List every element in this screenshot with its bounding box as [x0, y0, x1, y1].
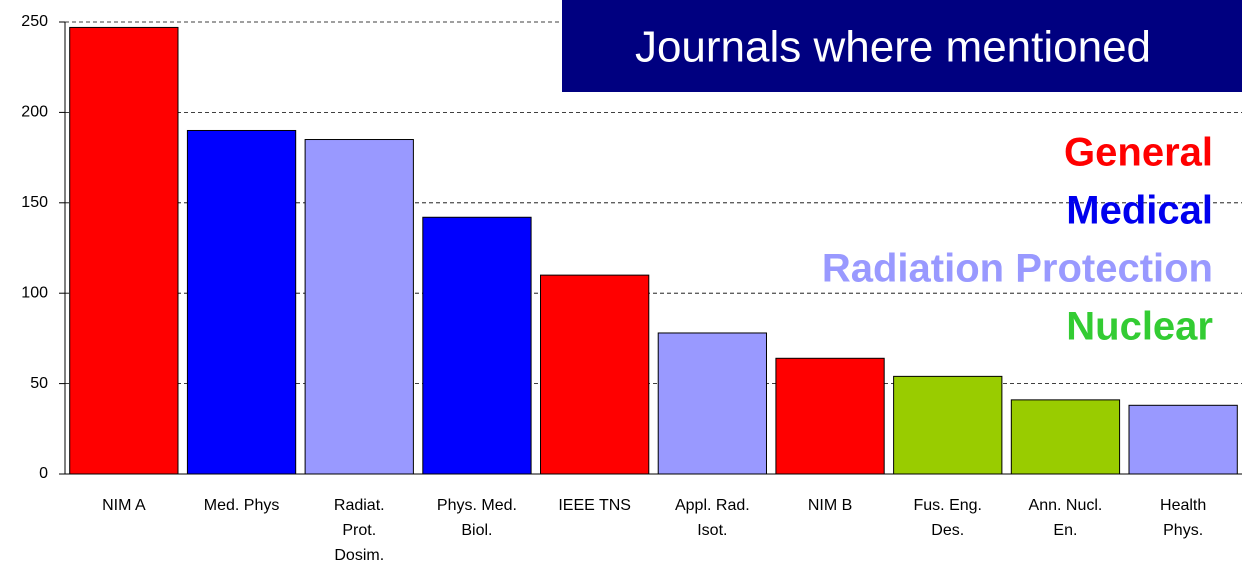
x-tick-label: Phys. Med. Biol. [436, 497, 517, 539]
legend-entry: General [1064, 131, 1213, 175]
x-tick-label: Med. Phys [203, 497, 280, 514]
y-tick-label: 0 [39, 465, 48, 482]
x-tick-label: Fus. Eng. Des. [913, 497, 982, 539]
bar [304, 139, 414, 475]
x-tick-label: Ann. Nucl. En. [1028, 497, 1103, 539]
x-tick-label: NIM B [807, 497, 853, 514]
bar [1128, 404, 1238, 475]
bar [775, 357, 885, 475]
y-tick-label: 150 [21, 194, 48, 211]
title-box [562, 0, 1242, 92]
x-tick-label: IEEE TNS [558, 497, 631, 514]
y-tick-label: 50 [30, 375, 48, 392]
legend-entry: Radiation Protection [822, 247, 1213, 291]
x-tick-label: Radiat. Prot. Dosim. [333, 497, 385, 564]
bar [893, 375, 1003, 475]
legend-entry: Medical [1066, 189, 1213, 233]
x-tick-label: Health Phys. [1160, 497, 1207, 539]
bar [540, 274, 650, 475]
x-tick-label: NIM A [102, 497, 146, 514]
bar [1010, 399, 1121, 475]
bar [422, 216, 532, 475]
chart-title: Journals where mentioned [635, 23, 1151, 72]
bar [657, 332, 767, 475]
legend-entry: Nuclear [1066, 305, 1213, 349]
y-tick-label: 100 [21, 284, 48, 301]
bar [186, 129, 297, 475]
y-tick-label: 200 [21, 104, 48, 121]
y-tick-label: 250 [21, 13, 48, 30]
x-tick-label: Appl. Rad. Isot. [674, 497, 750, 539]
bar [69, 26, 179, 475]
